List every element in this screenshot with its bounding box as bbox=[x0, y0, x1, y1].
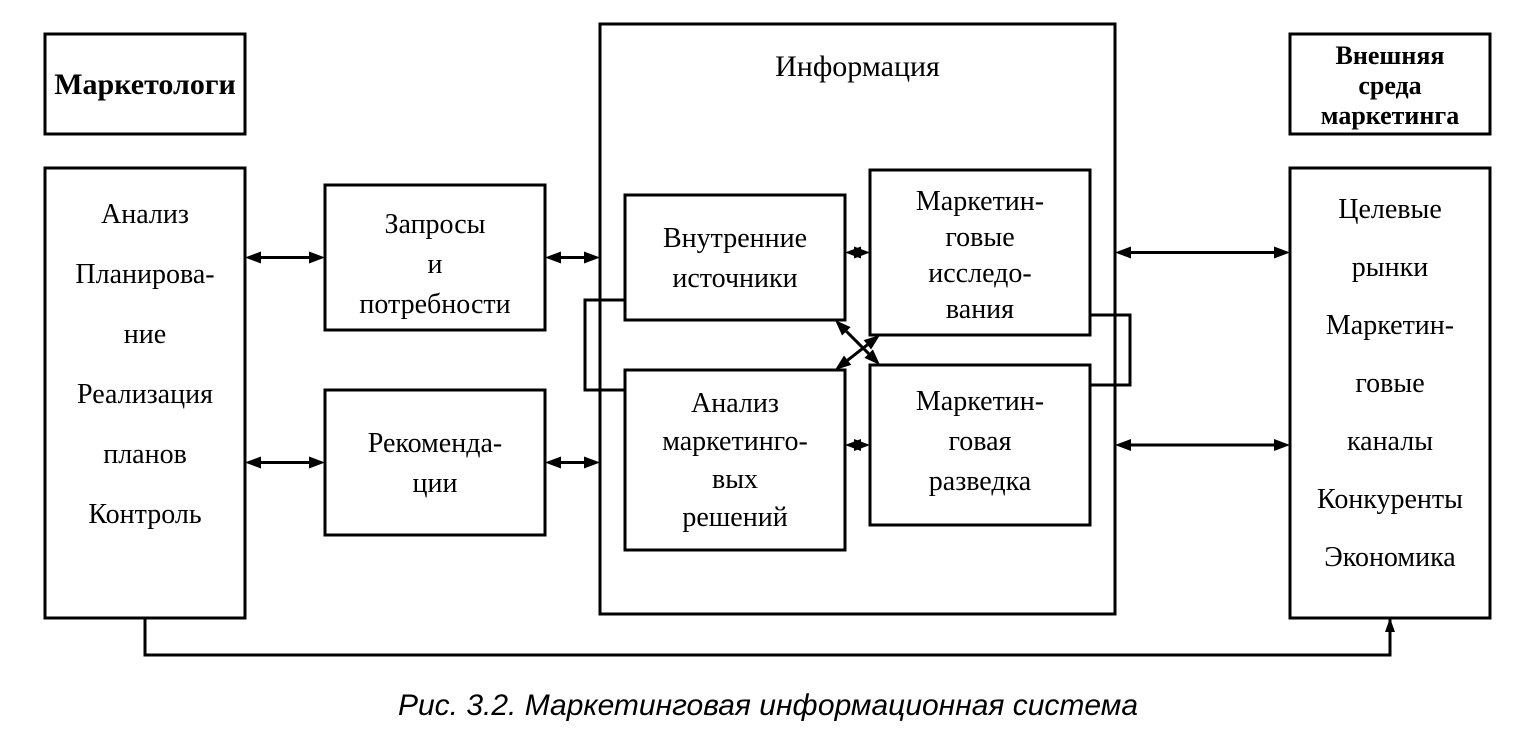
svg-text:среда: среда bbox=[1358, 71, 1421, 100]
svg-text:Рекоменда-: Рекоменда- bbox=[368, 428, 502, 459]
svg-text:говые: говые bbox=[945, 222, 1014, 253]
svg-text:Контроль: Контроль bbox=[88, 499, 201, 530]
left-u-bracket bbox=[585, 300, 625, 390]
svg-text:Планирова-: Планирова- bbox=[75, 259, 214, 290]
recommendations-box bbox=[325, 390, 545, 535]
svg-text:Целевые: Целевые bbox=[1338, 194, 1442, 225]
svg-text:рынки: рынки bbox=[1352, 252, 1428, 283]
svg-text:Маркетологи: Маркетологи bbox=[54, 68, 236, 101]
right-u-bracket bbox=[1090, 315, 1130, 385]
svg-text:маркетинга: маркетинга bbox=[1321, 101, 1459, 130]
svg-text:вых: вых bbox=[712, 464, 758, 495]
figure-caption: Рис. 3.2. Маркетинговая информационная с… bbox=[398, 689, 1138, 722]
svg-text:Реализация: Реализация bbox=[77, 379, 213, 410]
svg-text:решений: решений bbox=[682, 502, 787, 533]
svg-text:Маркетин-: Маркетин- bbox=[1326, 310, 1454, 341]
svg-text:и: и bbox=[428, 249, 443, 280]
svg-text:ции: ции bbox=[413, 468, 458, 499]
svg-text:каналы: каналы bbox=[1347, 426, 1433, 457]
svg-text:маркетинго-: маркетинго- bbox=[662, 426, 808, 457]
svg-text:Внутренние: Внутренние bbox=[663, 223, 807, 254]
svg-text:Запросы: Запросы bbox=[384, 209, 485, 240]
svg-text:Анализ: Анализ bbox=[101, 199, 189, 230]
internal-sources-box bbox=[625, 195, 845, 320]
svg-text:Маркетин-: Маркетин- bbox=[916, 386, 1044, 417]
svg-text:Маркетин-: Маркетин- bbox=[916, 186, 1044, 217]
svg-text:ние: ние bbox=[124, 319, 166, 350]
svg-text:потребности: потребности bbox=[359, 289, 510, 320]
svg-text:планов: планов bbox=[103, 439, 187, 470]
svg-text:вания: вания bbox=[946, 294, 1014, 325]
svg-text:Анализ: Анализ bbox=[691, 388, 779, 419]
svg-text:Внешняя: Внешняя bbox=[1336, 41, 1445, 70]
svg-text:говая: говая bbox=[949, 426, 1012, 457]
svg-text:Экономика: Экономика bbox=[1324, 542, 1456, 573]
svg-text:исследо-: исследо- bbox=[928, 258, 1031, 289]
svg-text:Конкуренты: Конкуренты bbox=[1317, 484, 1463, 515]
svg-text:говые: говые bbox=[1355, 368, 1424, 399]
svg-text:разведка: разведка bbox=[929, 466, 1032, 497]
svg-text:источники: источники bbox=[672, 263, 797, 294]
svg-text:Информация: Информация bbox=[775, 50, 940, 83]
